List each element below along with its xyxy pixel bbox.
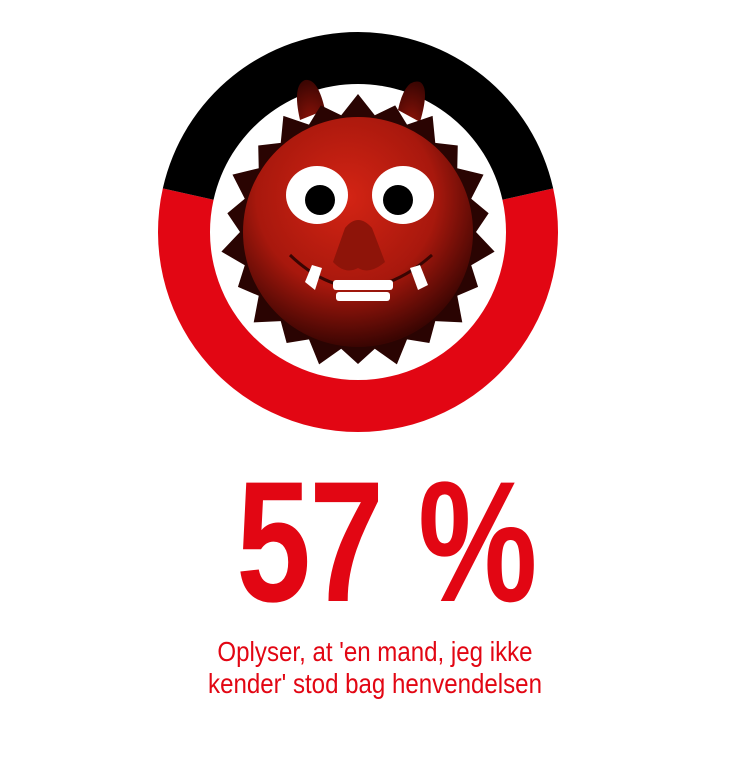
caption: Oplyser, at 'en mand, jeg ikke kender' s…: [0, 636, 750, 700]
donut-slice-red: [157, 188, 558, 433]
red-troll-monster-icon: [221, 79, 495, 365]
donut-slice-black: [162, 32, 554, 200]
donut-chart: [157, 32, 558, 433]
caption-line-2: kender' stod bag henvendelsen: [208, 668, 542, 699]
percentage-value: 57 %: [236, 446, 537, 638]
caption-line-1: Oplyser, at 'en mand, jeg ikke: [217, 636, 533, 667]
